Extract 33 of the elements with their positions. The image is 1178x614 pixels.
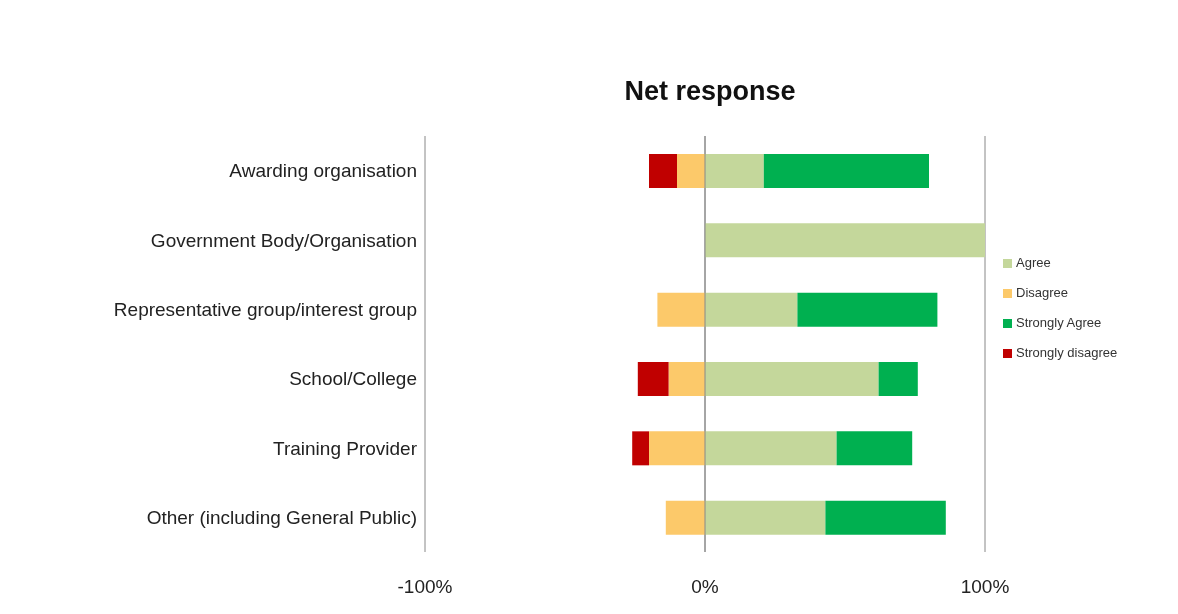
x-tick-label: 100% — [960, 576, 1010, 598]
legend-label: Agree — [1016, 255, 1051, 270]
bar — [705, 292, 798, 327]
bar — [637, 362, 669, 396]
y-tick-label: Other (including General Public) — [146, 507, 417, 529]
legend-label: Strongly Agree — [1016, 315, 1102, 330]
bar — [657, 292, 705, 327]
bar — [632, 431, 649, 466]
bar — [878, 362, 918, 396]
bar — [665, 500, 705, 535]
bar — [836, 431, 913, 466]
bar — [797, 292, 938, 327]
bar — [705, 362, 879, 396]
bar — [668, 362, 705, 396]
y-tick-label: Government Body/Organisation — [150, 229, 417, 251]
bar — [825, 500, 946, 535]
bar — [705, 154, 764, 188]
bar — [649, 154, 677, 188]
chart-title: Net response — [623, 76, 797, 107]
y-tick-label: Representative group/interest group — [113, 299, 417, 321]
y-tick-label: Training Provider — [273, 437, 418, 459]
bar — [705, 500, 826, 535]
bar — [705, 223, 985, 258]
x-tick-label: 0% — [691, 576, 719, 598]
bar — [763, 154, 929, 188]
bar — [649, 431, 705, 466]
bar — [705, 431, 837, 466]
y-tick-label: Awarding organisation — [229, 160, 417, 182]
x-tick-label: -100% — [397, 576, 453, 598]
y-tick-label: School/College — [289, 368, 417, 390]
legend-label: Disagree — [1016, 285, 1069, 300]
legend-label: Strongly disagree — [1016, 345, 1118, 360]
bar — [677, 154, 705, 188]
